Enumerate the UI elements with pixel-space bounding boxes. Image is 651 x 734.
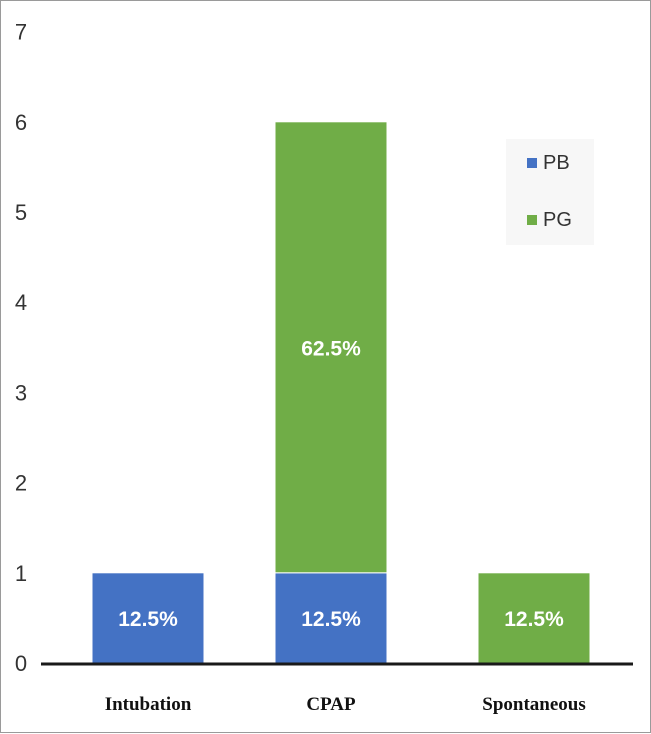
bar-pb-cpap [274, 572, 388, 664]
legend-label: PG [543, 209, 572, 231]
legend-swatch-pg [527, 215, 537, 225]
legend-swatch-pb [527, 158, 537, 168]
data-label: 12.5% [118, 608, 178, 631]
data-label: 12.5% [504, 608, 564, 631]
bar-pb-intubation [91, 572, 205, 664]
y-tick-label: 0 [15, 651, 27, 676]
y-tick-label: 2 [15, 471, 27, 496]
bar-pg-cpap [274, 121, 388, 574]
y-tick-label: 1 [15, 561, 27, 586]
legend-label: PB [543, 152, 570, 174]
y-tick-label: 6 [15, 110, 27, 135]
data-label: 62.5% [301, 337, 361, 360]
bar-pg-spontaneous [477, 572, 591, 664]
x-tick-label: Spontaneous [482, 694, 586, 715]
y-tick-label: 3 [15, 380, 27, 405]
data-label: 12.5% [301, 608, 361, 631]
y-tick-label: 7 [15, 20, 27, 45]
y-tick-label: 4 [15, 290, 27, 315]
legend-box [506, 139, 594, 245]
x-tick-label: Intubation [105, 694, 192, 715]
y-tick-label: 5 [15, 200, 27, 225]
x-tick-label: CPAP [306, 694, 356, 715]
